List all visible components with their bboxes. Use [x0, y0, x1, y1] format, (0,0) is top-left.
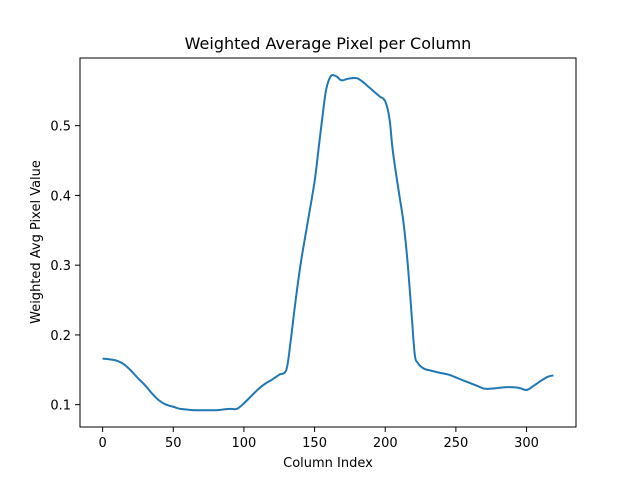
x-axis-ticks: 0 50 100 150 200 250 300 — [98, 427, 539, 451]
y-tick-label: 0.3 — [50, 259, 71, 274]
x-tick-label: 100 — [232, 436, 257, 451]
y-tick-label: 0.4 — [50, 189, 71, 204]
x-tick-label: 200 — [373, 436, 398, 451]
y-tick-label: 0.1 — [50, 399, 71, 414]
x-tick-label: 50 — [165, 436, 182, 451]
chart-title: Weighted Average Pixel per Column — [185, 34, 472, 53]
y-tick-label: 0.2 — [50, 329, 71, 344]
x-tick-label: 250 — [443, 436, 468, 451]
x-tick-label: 300 — [514, 436, 539, 451]
plot-frame — [79, 57, 577, 428]
y-tick-label: 0.5 — [50, 120, 71, 135]
plot-content — [102, 74, 554, 412]
x-tick-label: 150 — [302, 436, 327, 451]
x-tick-label: 0 — [98, 436, 106, 451]
x-axis-label: Column Index — [283, 456, 373, 471]
series-line-0 — [102, 74, 554, 412]
y-axis-ticks: 0.1 0.2 0.3 0.4 0.5 — [50, 120, 80, 414]
y-axis-label: Weighted Avg Pixel Value — [29, 160, 44, 324]
